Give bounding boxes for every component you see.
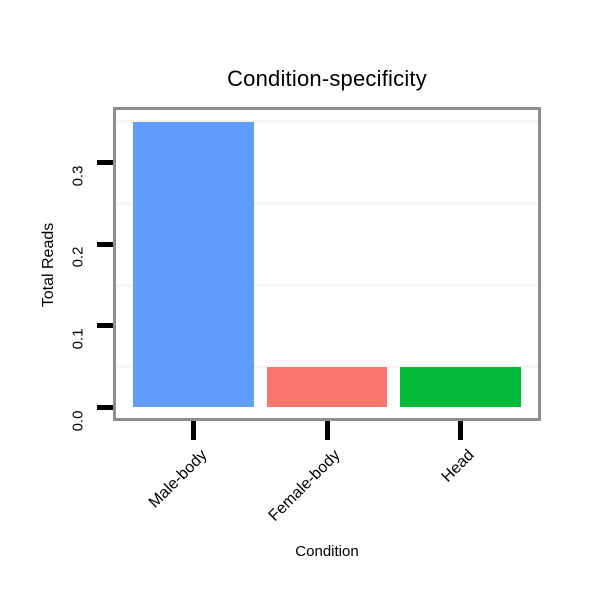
x-tick-label: Male-body [145,446,211,512]
y-tick-label: 0.0 [69,410,87,431]
plot-panel [113,107,541,421]
y-tick-label: 0.3 [69,165,87,187]
y-tick-mark [97,405,113,410]
y-tick-label: 0.1 [69,328,87,350]
x-tick-mark [324,421,330,440]
x-tick-label: Female-body [265,446,344,525]
bar-head [400,366,521,408]
minor-gridline [116,120,538,124]
y-tick-mark [97,160,113,166]
chart-title: Condition-specificity [227,66,427,91]
y-tick-mark [97,323,113,329]
x-tick-label: Head [438,446,478,486]
x-tick-mark [191,421,196,440]
y-tick-mark [97,241,113,247]
x-axis-title: Condition [295,543,359,560]
bar-male-body [133,121,254,408]
minor-gridline [116,202,538,205]
minor-gridline [116,283,538,287]
bar-female-body [266,366,388,408]
y-tick-label: 0.2 [69,246,87,268]
y-axis-title: Total Reads [40,222,57,308]
x-tick-mark [458,421,463,440]
